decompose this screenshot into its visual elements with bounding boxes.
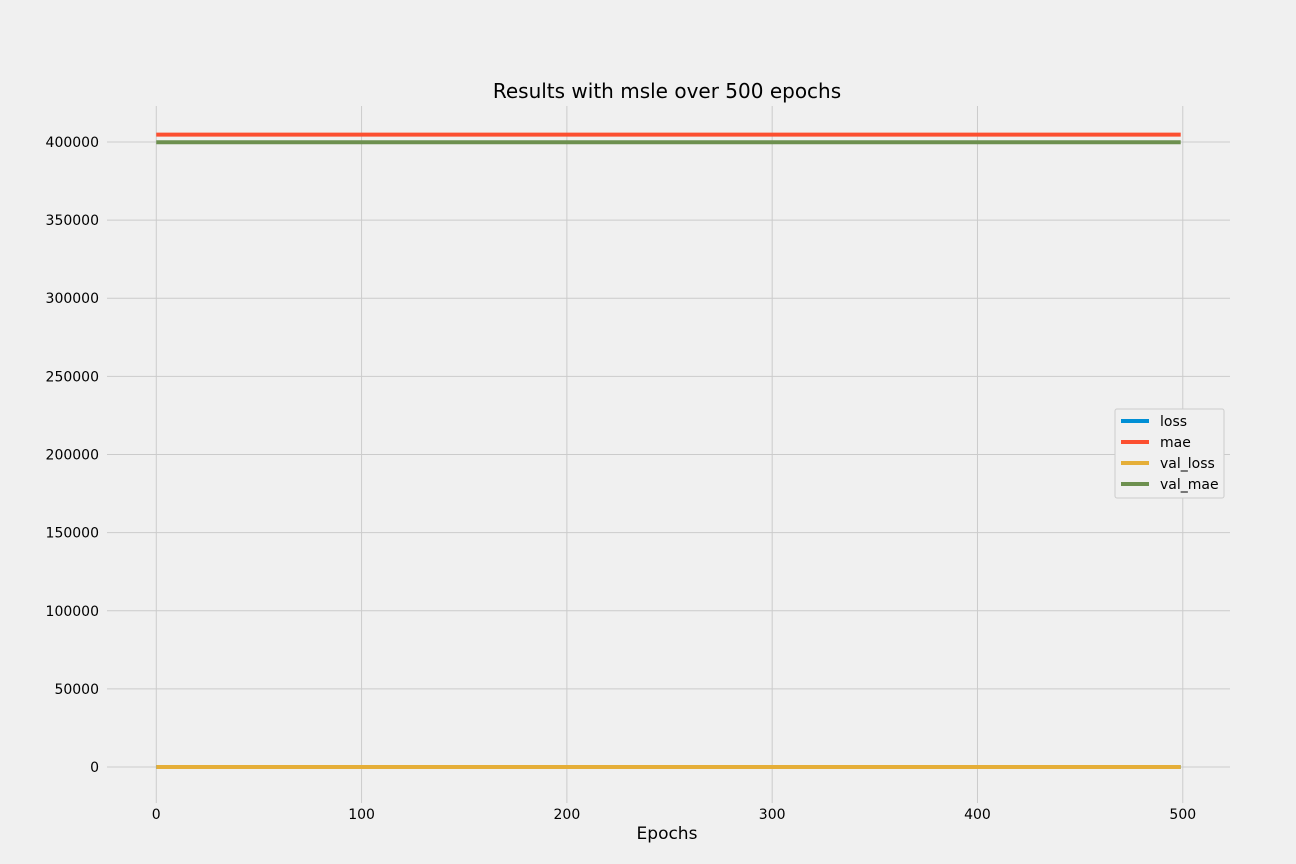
grid xyxy=(107,106,1230,803)
legend-label-val-mae: val_mae xyxy=(1160,477,1219,493)
x-tick-label: 200 xyxy=(554,807,581,823)
x-tick-label: 400 xyxy=(964,807,991,823)
y-tick-label: 100000 xyxy=(46,604,99,620)
x-tick-label: 300 xyxy=(759,807,786,823)
x-tick-label: 0 xyxy=(152,807,161,823)
y-tick-label: 400000 xyxy=(46,135,99,151)
legend-box xyxy=(1114,408,1225,499)
legend-label-mae: mae xyxy=(1160,435,1191,451)
legend-label-loss: loss xyxy=(1160,414,1187,430)
tick-labels: 0 100 200 300 400 500 0 50000 100000 150000 200000… xyxy=(46,135,1197,823)
x-tick-label: 100 xyxy=(348,807,375,823)
y-tick-label: 250000 xyxy=(46,369,99,385)
y-tick-label: 300000 xyxy=(46,291,99,307)
legend: loss mae val_loss val_mae xyxy=(1114,408,1225,499)
y-tick-label: 0 xyxy=(90,760,99,776)
x-tick-label: 500 xyxy=(1169,807,1196,823)
series-lines xyxy=(156,132,1181,770)
legend-label-val-loss: val_loss xyxy=(1160,456,1215,472)
x-axis-label: Epochs xyxy=(637,824,698,844)
chart-title: Results with msle over 500 epochs xyxy=(493,79,841,103)
y-tick-label: 50000 xyxy=(54,682,99,698)
y-tick-label: 350000 xyxy=(46,213,99,229)
y-tick-label: 200000 xyxy=(46,448,99,464)
y-tick-label: 150000 xyxy=(46,526,99,542)
